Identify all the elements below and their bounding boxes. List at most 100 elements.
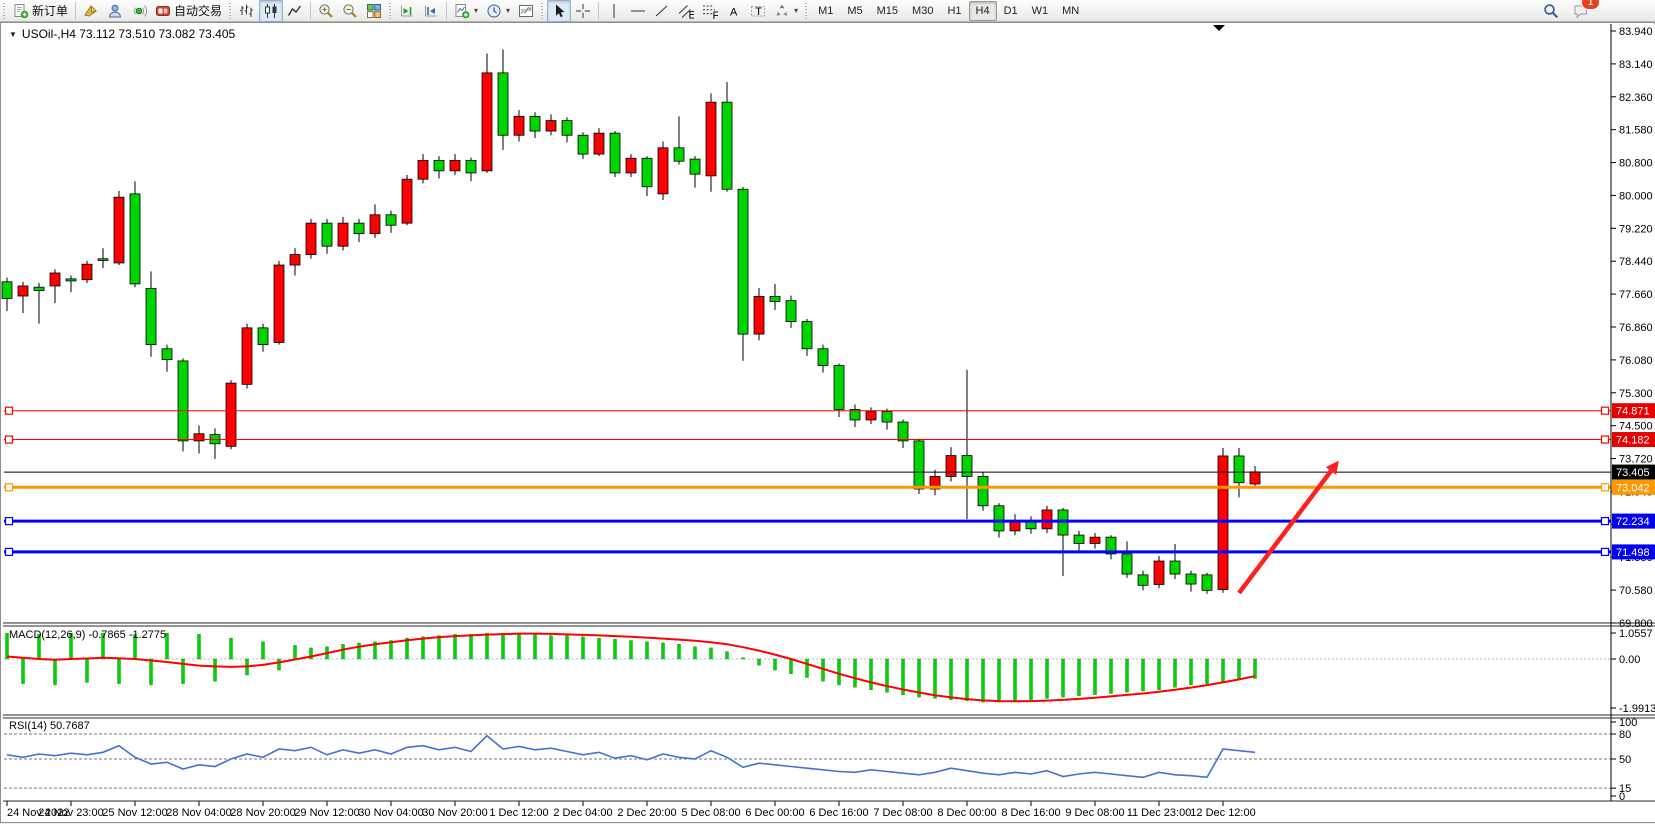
history-center-button[interactable] [79,0,103,22]
profile-button[interactable] [103,0,127,22]
macd-histogram-bar [533,634,537,660]
crosshair-button[interactable] [571,0,595,22]
trend-arrow[interactable] [1237,469,1333,595]
timeframe-m5-button[interactable]: M5 [847,4,863,17]
line-handle[interactable] [4,435,14,444]
line-handle[interactable] [4,547,14,557]
macd-histogram-bar [1237,658,1241,681]
cursor-button[interactable] [547,0,572,22]
chart-window: ▼ USOil-,H4 73.112 73.510 73.082 73.405 … [0,22,1655,823]
timeframe-h4-button[interactable]: H4 [968,0,997,21]
equidistant-channel-button[interactable]: E [674,0,698,22]
macd-histogram-bar [693,646,697,660]
zoom-out-button[interactable] [338,0,362,22]
candle-bull [593,132,605,155]
chart-menu-icon[interactable]: ▼ [9,29,17,39]
line-handle[interactable] [1600,516,1610,526]
line-handle[interactable] [4,483,14,492]
time-axis-label: 6 Dec 00:00 [745,807,804,819]
dropdown-arrow-icon[interactable]: ▾ [474,6,479,15]
timeframe-m30-button[interactable]: M30 [912,4,934,17]
candle-bull [945,455,957,477]
tiles-icon [367,3,382,18]
candle-bear [1201,574,1213,591]
line-chart-button[interactable] [283,0,307,22]
macd-histogram-bar [917,658,921,698]
toolbar-drag-handle [540,2,546,19]
text-button[interactable]: A [722,0,746,22]
price-axis-label: 83.940 [1619,26,1653,38]
auto-scroll-button[interactable] [419,0,443,22]
zoom-in-button[interactable] [314,0,338,22]
candle-bull [753,296,765,335]
line-handle[interactable] [4,516,14,526]
candle-bull [273,264,285,343]
new-order-button[interactable]: 新订单 [9,0,72,22]
macd-histogram-bar [677,644,681,660]
macd-histogram-bar [773,658,777,671]
toolbar-separator [310,1,312,20]
candle-bear [145,288,157,345]
chart-shift-button[interactable] [395,0,419,22]
macd-histogram-bar [197,634,201,660]
macd-histogram-bar [405,637,409,660]
signals-button[interactable] [127,0,151,22]
timeframe-d1-button[interactable]: D1 [1003,4,1018,17]
candle-bull [401,178,413,224]
candle-bear [129,193,141,285]
macd-histogram-bar [309,647,313,660]
macd-histogram-bar [229,637,233,660]
line-handle[interactable] [1600,483,1610,492]
price-badge-label: 74.871 [1616,406,1650,418]
chart-properties-button[interactable] [514,0,538,22]
line-handle[interactable] [1600,547,1610,557]
rsi-axis-label: 0 [1619,791,1625,803]
line-handle[interactable] [1600,435,1610,444]
fibonacci-button[interactable]: F [698,0,722,22]
candle-bear [433,159,445,172]
candle-bear [33,286,45,291]
line-handle[interactable] [1600,406,1610,415]
timeframe-mn-button[interactable]: MN [1062,4,1080,17]
new-chart-button[interactable]: ▾ [450,0,482,22]
macd-histogram-bar [741,657,745,660]
arrows-button[interactable]: ▾ [770,0,802,22]
candle-bear [465,159,477,174]
tile-windows-button[interactable] [362,0,386,22]
timeframe-w1-button[interactable]: W1 [1031,4,1049,17]
candlestick-chart-button[interactable] [259,0,284,22]
timeframe-m15-button[interactable]: M15 [876,4,899,17]
timeframe-h1-button[interactable]: H1 [947,4,962,17]
candle-bull [225,382,237,447]
notifications-button[interactable]: 1 [1569,0,1600,22]
auto-trading-button[interactable]: 自动交易 [151,0,226,22]
candle-bear [1121,553,1133,575]
macd-histogram-bar [437,635,441,660]
candle-bull [625,157,637,174]
svg-text:E: E [689,9,695,19]
price-axis-label: 83.140 [1619,59,1653,71]
macd-axis-label: -1.9913 [1619,703,1655,715]
trend-arrow-head[interactable] [1325,460,1339,475]
chart-title: ▼ USOil-,H4 73.112 73.510 73.082 73.405 [9,27,235,41]
timeframe-m1-button[interactable]: M1 [818,4,834,17]
bar-chart-button[interactable] [235,0,259,22]
periods-button[interactable]: ▾ [482,0,514,22]
macd-histogram-bar [805,658,809,678]
candle-bull [449,159,461,172]
line-handle[interactable] [4,406,14,415]
search-button[interactable] [1539,0,1563,22]
candle-bull [1089,536,1101,544]
price-axis-label: 80.000 [1619,190,1653,202]
vertical-line-button[interactable] [602,0,626,22]
text-label-button[interactable]: T [746,0,770,22]
dropdown-arrow-icon[interactable]: ▾ [794,6,799,15]
time-axis-label: 2 Dec 20:00 [617,807,676,819]
macd-histogram-bar [501,632,505,660]
time-axis-label: 6 Dec 16:00 [809,807,868,819]
horizontal-line-button[interactable] [626,0,650,22]
time-axis-label: 8 Dec 00:00 [937,807,996,819]
candle-bear [577,134,589,155]
dropdown-arrow-icon[interactable]: ▾ [506,6,511,15]
trendline-button[interactable] [650,0,674,22]
